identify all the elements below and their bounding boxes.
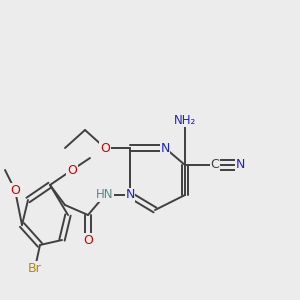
Text: O: O bbox=[83, 233, 93, 247]
Text: O: O bbox=[10, 184, 20, 196]
Text: NH₂: NH₂ bbox=[174, 113, 196, 127]
Text: HN: HN bbox=[96, 188, 114, 202]
Text: O: O bbox=[67, 164, 77, 176]
Text: O: O bbox=[100, 142, 110, 154]
Text: N: N bbox=[160, 142, 170, 154]
Text: N: N bbox=[125, 188, 135, 202]
Text: C: C bbox=[211, 158, 219, 172]
Text: Br: Br bbox=[28, 262, 42, 275]
Text: N: N bbox=[235, 158, 245, 172]
